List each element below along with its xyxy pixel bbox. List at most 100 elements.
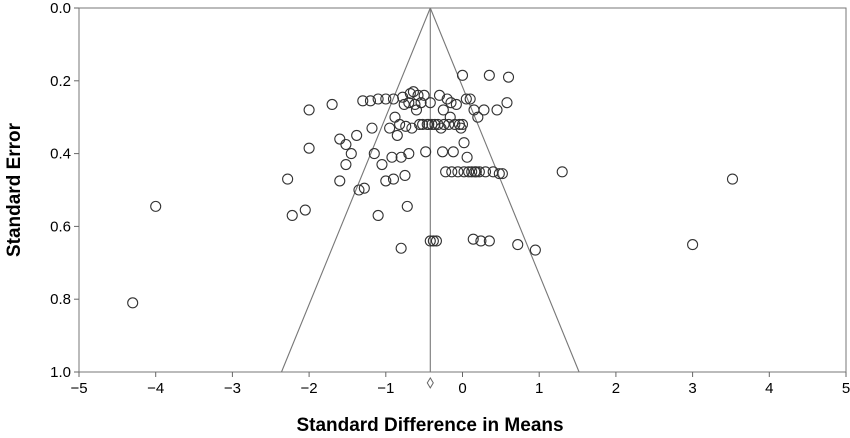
x-tick-label: −1 [377, 380, 394, 397]
data-point [424, 97, 436, 109]
funnel-left-line [280, 7, 431, 373]
data-point [437, 146, 449, 158]
data-point [475, 235, 487, 247]
data-point [440, 166, 452, 178]
data-point [351, 129, 363, 141]
data-point [458, 166, 470, 178]
x-tick-label: −5 [70, 380, 87, 397]
data-point [483, 69, 495, 81]
data-point [452, 166, 464, 178]
data-point [464, 93, 476, 105]
data-point [345, 148, 357, 160]
data-point [413, 118, 426, 131]
data-point [470, 166, 482, 178]
data-point [415, 97, 427, 109]
data-point [398, 98, 410, 111]
data-point [493, 168, 505, 180]
data-point [426, 118, 438, 131]
data-point [286, 209, 298, 222]
data-point [417, 118, 429, 131]
data-point [438, 118, 450, 131]
data-point [726, 173, 739, 185]
data-point [450, 98, 462, 111]
data-point [303, 142, 315, 154]
data-point [299, 204, 311, 216]
data-point [384, 122, 396, 134]
data-point [502, 71, 515, 83]
data-point [441, 93, 453, 105]
plot-frame [78, 7, 847, 373]
data-point [403, 97, 415, 109]
data-point [466, 166, 478, 178]
data-point [418, 89, 430, 101]
data-point [399, 169, 411, 181]
data-point [340, 138, 352, 151]
data-point [427, 235, 439, 247]
y-tick-label: 0.2 [50, 73, 71, 90]
data-point [444, 111, 456, 123]
data-point [368, 148, 380, 160]
data-point [334, 175, 346, 187]
data-point [410, 104, 423, 116]
x-tick-label: −4 [147, 380, 164, 397]
data-point [424, 235, 436, 247]
y-tick-label: 0.4 [50, 146, 71, 163]
y-axis-title: Standard Error [4, 122, 25, 257]
y-tick-label: 0.6 [50, 218, 71, 235]
data-point [449, 118, 461, 131]
data-point [479, 166, 492, 178]
points-layer [127, 69, 739, 309]
data-point [420, 146, 432, 158]
y-axis: 0.0 0.2 0.4 0.6 0.8 1.0 [50, 0, 79, 381]
data-point [463, 166, 475, 178]
data-point [432, 118, 444, 131]
data-point [496, 168, 508, 180]
data-point [412, 89, 424, 101]
data-point [556, 166, 568, 178]
data-point [358, 182, 370, 194]
x-tick-label: −2 [301, 380, 318, 397]
y-tick-label: 1.0 [50, 364, 71, 381]
data-point [127, 297, 139, 309]
data-point [401, 200, 413, 212]
data-point [403, 148, 415, 160]
data-point [357, 95, 369, 107]
data-point [430, 235, 442, 247]
x-tick-label: 3 [688, 380, 696, 397]
x-tick-label: 0 [458, 380, 466, 397]
data-point [687, 239, 699, 251]
data-point [391, 129, 403, 141]
data-point [458, 137, 470, 149]
summary-diamond [426, 376, 434, 389]
data-point [364, 95, 377, 107]
data-point [437, 104, 449, 116]
funnel-layer [280, 7, 580, 373]
x-tick-label: 2 [612, 380, 620, 397]
data-point [326, 98, 338, 111]
data-point [473, 166, 485, 178]
data-point [400, 120, 412, 132]
data-point [467, 233, 479, 245]
data-point [303, 104, 315, 116]
data-point [395, 242, 407, 254]
x-tick-label: 4 [765, 380, 773, 397]
data-point [461, 151, 473, 163]
x-tick-label: 5 [842, 380, 850, 397]
data-point [282, 173, 294, 185]
data-point [501, 97, 513, 109]
data-point [372, 209, 384, 222]
data-point [353, 184, 365, 196]
data-point [429, 118, 441, 131]
data-point [456, 69, 469, 81]
data-point [472, 111, 484, 123]
data-point [387, 173, 400, 185]
data-point [389, 111, 401, 123]
data-point [443, 118, 455, 131]
data-point [460, 93, 472, 105]
data-point [529, 244, 541, 256]
y-tick-label: 0.8 [50, 291, 71, 308]
data-point [478, 104, 490, 116]
x-tick-label: 1 [535, 380, 543, 397]
data-point [150, 200, 162, 212]
